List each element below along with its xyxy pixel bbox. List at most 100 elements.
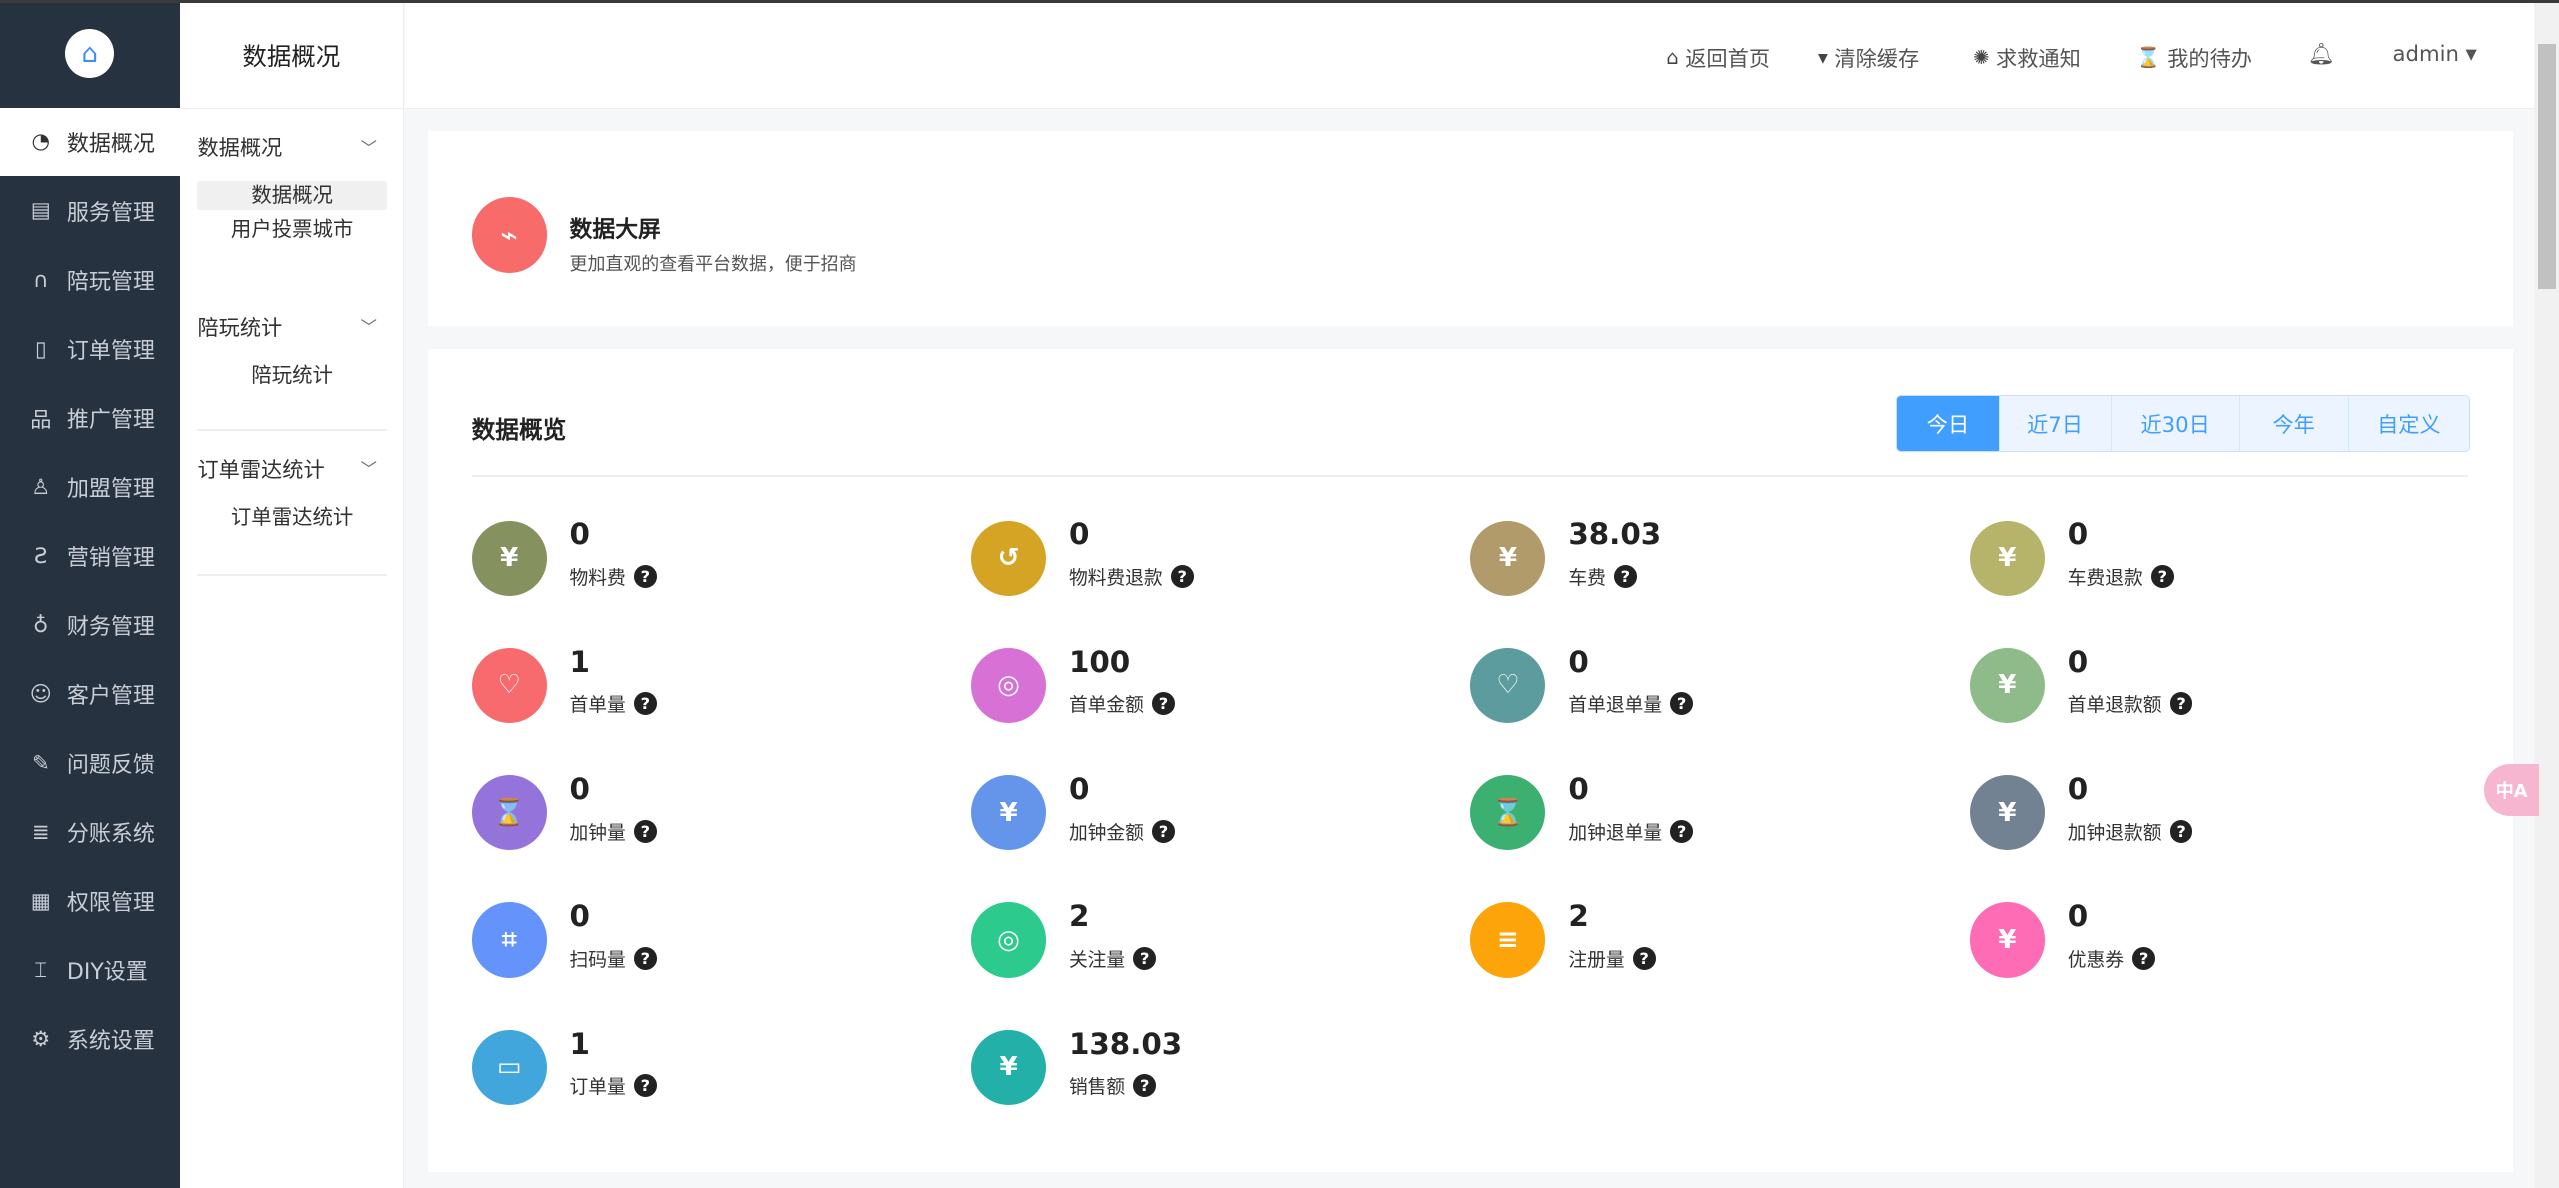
sidebar-item-9[interactable]: ✎ 问题反馈 (0, 729, 180, 798)
stat-value: 100 (1068, 644, 1131, 679)
sidebar-item-13[interactable]: ⚙ 系统设置 (0, 1005, 180, 1074)
subnav-group-header[interactable]: 数据概况 ﹀ (197, 131, 386, 164)
tab-2[interactable]: 近30日 (2110, 395, 2239, 452)
scrollbar-thumb[interactable] (2537, 44, 2556, 289)
overview-card: 数据概览 今日 近7日 近30日 今年 自定义 ¥0 物料费? ↺ 0 物料费退款? ¥38.03… (427, 349, 2514, 1172)
sidebar-item-label: 陪玩管理 (66, 270, 155, 296)
sidebar-item-8[interactable]: ☺ 客户管理 (0, 660, 180, 729)
tab-0[interactable]: 今日 (1897, 395, 1999, 452)
sidebar-item-label: 权限管理 (66, 891, 155, 917)
question-circle-icon[interactable]: ? (1152, 692, 1175, 716)
stat-item: ◎ 2 关注量? (971, 899, 1461, 978)
user-menu[interactable]: admin ▼ (2393, 42, 2477, 67)
sidebar-item-1[interactable]: ▤ 服务管理 (0, 177, 180, 246)
header-hourglass-link[interactable]: ⌛ 我的待办 (2136, 42, 2252, 73)
tab-4[interactable]: 自定义 (2347, 395, 2470, 452)
sidebar-item-label: 营销管理 (66, 546, 155, 572)
banner-desc: 更加直观的查看平台数据，便于招商 (569, 253, 857, 275)
header-alarm-link[interactable]: ✺ 求救通知 (1973, 42, 2081, 73)
sidebar-item-3[interactable]: ▯ 订单管理 (0, 315, 180, 384)
stat-item: ¥0 车费退款? (1969, 517, 2460, 596)
tab-1[interactable]: 近7日 (1998, 395, 2111, 452)
question-circle-icon[interactable]: ? (633, 692, 657, 716)
coupon-icon: ¥ (1969, 902, 2045, 978)
sidebar-item-0[interactable]: ◔ 数据概况 (0, 107, 180, 177)
stat-label: 加钟金额 (1068, 822, 1144, 844)
divider (197, 429, 387, 431)
header-home-link[interactable]: ⌂ 返回首页 (1666, 42, 1770, 73)
sidebar-item-4[interactable]: 品推广管理 (0, 384, 180, 453)
scrollbar[interactable] (2534, 3, 2559, 1188)
stat-label-row: 首单金额? (1069, 690, 1175, 717)
data-screen-banner[interactable]: ⌁ 数据大屏 更加直观的查看平台数据，便于招商 (427, 130, 2514, 327)
question-circle-icon[interactable]: ? (2169, 692, 2193, 716)
gear-icon: ⚙ (31, 1026, 51, 1052)
bell-icon[interactable]: 🔔︎ (2307, 42, 2335, 68)
question-circle-icon[interactable]: ? (2150, 565, 2174, 588)
subnav-group-header[interactable]: 订单雷达统计 ﹀ (197, 452, 386, 485)
stat-label-row: 车费? (1568, 563, 1637, 590)
stat-label-row: 物料费退款? (1069, 563, 1194, 590)
subnav-item[interactable]: 用户投票城市 (230, 217, 354, 242)
sidebar-item-label: DIY设置 (66, 960, 148, 986)
question-circle-icon[interactable]: ? (1133, 946, 1157, 970)
subnav-item[interactable]: 订单雷达统计 (230, 504, 354, 529)
sidebar-item-7[interactable]: ♁ 财务管理 (0, 591, 180, 660)
stat-item: ▭ 1 订单量? (471, 1027, 962, 1105)
subnav-group-header[interactable]: 陪玩统计 ﹀ (197, 310, 386, 343)
sidebar-item-10[interactable]: ≣ 分账系统 (0, 798, 180, 867)
sidebar-item-label: 数据概况 (66, 131, 155, 157)
stat-item: ⌛ 0 加钟量? (471, 772, 962, 851)
sidebar-item-5[interactable]: ♙ 加盟管理 (0, 453, 180, 522)
header-link-label: 返回首页 (1685, 47, 1771, 73)
stat-item: ⌗ 0 扫码量? (471, 899, 962, 978)
headset-icon: ∩ (33, 267, 49, 293)
question-circle-icon[interactable]: ? (1133, 1074, 1157, 1098)
stat-value: 38.03 (1568, 517, 1662, 552)
yen-refund-icon: ¥ (1969, 775, 2045, 851)
sidebar-item-11[interactable]: ▦ 权限管理 (0, 867, 180, 936)
translate-icon[interactable]: 中A (2483, 763, 2540, 816)
stat-value: 0 (569, 517, 590, 552)
question-circle-icon[interactable]: ? (1632, 946, 1656, 970)
stat-value: 0 (2067, 517, 2089, 552)
stat-item: ≡ 2 注册量? (1470, 899, 1960, 978)
stat-label: 优惠券 (2067, 949, 2124, 971)
question-circle-icon[interactable]: ? (2169, 819, 2193, 843)
stat-label-row: 关注量? (1069, 945, 1157, 972)
home-icon[interactable]: ⌂ (65, 29, 115, 79)
stat-label: 加钟量 (569, 822, 626, 844)
order-icon: ▭ (471, 1029, 547, 1105)
stat-value: 2 (1068, 899, 1090, 934)
subnav-item[interactable]: 数据概况 (197, 181, 387, 211)
feedback-icon: ✎ (31, 750, 50, 776)
register-icon: ≡ (1470, 902, 1546, 978)
stat-label: 加钟退款额 (2067, 822, 2162, 844)
sidebar-item-2[interactable]: ∩ 陪玩管理 (0, 246, 180, 315)
yen-refund-icon: ¥ (1969, 647, 2045, 723)
header-brush-link[interactable]: ▾ 清除缓存 (1818, 42, 1919, 73)
stat-label: 加钟退单量 (1568, 822, 1663, 844)
question-circle-icon[interactable]: ? (633, 1074, 657, 1098)
stat-item: ¥38.03 车费? (1470, 517, 1960, 596)
date-range-tabs: 今日 近7日 近30日 今年 自定义 (1896, 394, 2471, 453)
stat-value: 0 (1568, 644, 1589, 679)
question-circle-icon[interactable]: ? (633, 819, 657, 843)
sidebar-item-label: 订单管理 (66, 339, 155, 365)
question-circle-icon[interactable]: ? (1152, 819, 1175, 843)
question-circle-icon[interactable]: ? (633, 565, 657, 588)
question-circle-icon[interactable]: ? (2132, 946, 2155, 970)
stat-label: 首单量 (569, 695, 626, 717)
question-circle-icon[interactable]: ? (1670, 819, 1694, 843)
question-circle-icon[interactable]: ? (1670, 692, 1694, 716)
users-icon: ♙ (31, 474, 51, 500)
stat-label: 注册量 (1568, 949, 1625, 971)
sidebar-item-6[interactable]: Ƨ 营销管理 (0, 522, 180, 591)
stat-label: 首单退单量 (1568, 695, 1663, 717)
subnav-item[interactable]: 陪玩统计 (251, 362, 333, 387)
question-circle-icon[interactable]: ? (633, 946, 657, 970)
question-circle-icon[interactable]: ? (1170, 565, 1194, 588)
sidebar-item-12[interactable]: ⌶ DIY设置 (0, 936, 180, 1005)
tab-3[interactable]: 今年 (2238, 395, 2348, 452)
question-circle-icon[interactable]: ? (1613, 565, 1637, 588)
